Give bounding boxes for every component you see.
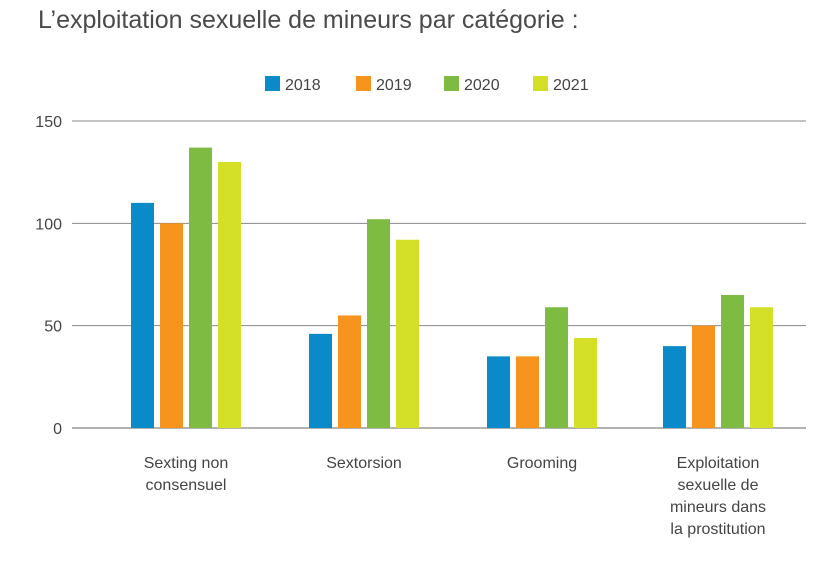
legend-label-2019: 2019 [376, 77, 412, 94]
bar-2021-cat1 [218, 161, 241, 428]
legend-swatch-2019 [356, 76, 371, 91]
bar-2020-cat1 [189, 147, 212, 428]
y-tick-label: 150 [35, 114, 62, 131]
bar-2019-cat4 [692, 325, 715, 428]
x-axis-categories: Sexting non consensuel Sextorsion Grooming E… [144, 455, 766, 538]
legend-swatch-2020 [444, 76, 459, 91]
legend-label-2018: 2018 [285, 77, 321, 94]
bar-2021-cat4 [750, 307, 773, 428]
x-category-label: Grooming [507, 455, 577, 472]
chart-title: L’exploitation sexuelle de mineurs par c… [38, 6, 579, 34]
x-category-label: Exploitation sexuelle de mineurs dans la pr… [670, 455, 766, 538]
bar-2019-cat1 [160, 223, 183, 428]
bar-2018-cat3 [487, 356, 510, 428]
y-tick-label: 50 [44, 319, 62, 336]
bar-2021-cat3 [574, 337, 597, 428]
bar-2019-cat3 [516, 356, 539, 428]
bar-2020-cat4 [721, 294, 744, 428]
legend-label-2021: 2021 [553, 77, 589, 94]
legend-swatch-2021 [533, 76, 548, 91]
bar-2020-cat3 [545, 307, 568, 428]
bar-2021-cat2 [396, 239, 419, 428]
bar-2019-cat2 [338, 315, 361, 428]
legend-label-2020: 2020 [464, 77, 500, 94]
bar-2020-cat2 [367, 219, 390, 428]
bar-2018-cat2 [309, 333, 332, 428]
bars [131, 147, 773, 428]
y-tick-label: 0 [53, 421, 62, 438]
y-tick-label: 100 [35, 216, 62, 233]
legend-swatch-2018 [265, 76, 280, 91]
x-category-label: Sextorsion [326, 455, 402, 472]
y-axis-ticks: 0 50 100 150 [35, 114, 62, 438]
x-category-label: Sexting non consensuel [144, 455, 229, 494]
bar-2018-cat4 [663, 346, 686, 428]
bar-2018-cat1 [131, 202, 154, 428]
legend: 2018 2019 2020 2021 [265, 76, 589, 94]
